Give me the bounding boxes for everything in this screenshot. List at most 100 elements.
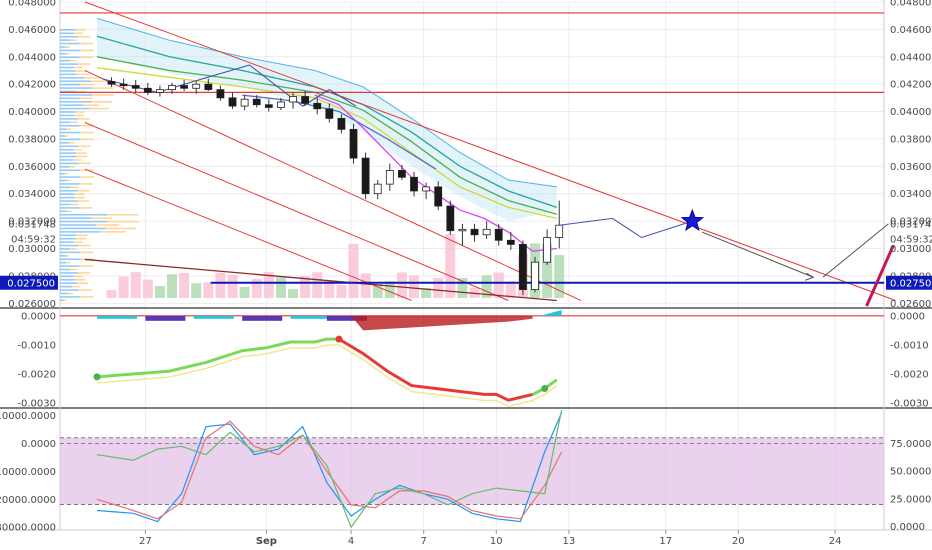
volume-bar bbox=[493, 272, 504, 298]
volume-profile-bar bbox=[60, 189, 78, 192]
volume-profile-bar bbox=[89, 107, 109, 110]
volume-profile-bar bbox=[60, 100, 92, 103]
trend-channel-line bbox=[84, 122, 509, 301]
volume-profile-bar bbox=[60, 237, 76, 240]
countdown-label: 04:59:32 bbox=[11, 235, 56, 246]
stoch-tick-right: 0.0000 bbox=[890, 522, 925, 533]
candle-body bbox=[482, 228, 491, 236]
volume-profile-bar bbox=[60, 234, 77, 237]
volume-profile-bar bbox=[60, 104, 84, 106]
osc-tick-right: 0.0000 bbox=[890, 311, 925, 322]
volume-profile-bar bbox=[68, 166, 75, 168]
signal-dot bbox=[335, 335, 343, 343]
volume-bar bbox=[312, 272, 323, 298]
signal-line bbox=[96, 344, 558, 407]
volume-profile-bar bbox=[79, 42, 94, 45]
volume-profile-bar bbox=[80, 131, 94, 134]
last-price-label: 0.031748 bbox=[890, 220, 932, 231]
volume-profile-bar bbox=[80, 296, 94, 298]
volume-profile-bar bbox=[77, 118, 90, 120]
volume-bar bbox=[130, 272, 141, 298]
volume-profile-bar bbox=[60, 162, 79, 165]
support-badge-label: 0.027500 bbox=[890, 279, 932, 290]
x-tick-label: 17 bbox=[659, 536, 672, 547]
volume-bar bbox=[118, 276, 129, 298]
volume-bar bbox=[324, 280, 335, 298]
y-tick-right: 0.048000 bbox=[890, 0, 932, 9]
volume-bar bbox=[191, 283, 202, 298]
volume-profile-bar bbox=[60, 217, 92, 219]
volume-profile-bar bbox=[60, 131, 81, 134]
y-tick-left: 0.036000 bbox=[8, 162, 56, 173]
volume-profile-bar bbox=[60, 166, 69, 168]
volume-profile-bar bbox=[78, 162, 92, 165]
overbought-oversold-band bbox=[60, 437, 884, 505]
volume-profile-bar bbox=[60, 159, 73, 161]
candle-body bbox=[107, 81, 116, 85]
candle-body bbox=[168, 85, 176, 91]
volume-profile-bar bbox=[60, 275, 74, 278]
candle-body bbox=[143, 87, 152, 93]
oscillator-line-falling bbox=[338, 337, 533, 402]
candle-body bbox=[313, 102, 322, 110]
volume-profile-bar bbox=[70, 186, 79, 189]
countdown-label: 04:59:32 bbox=[890, 235, 932, 246]
stoch-tick-left: -10000.0000 bbox=[0, 467, 56, 478]
osc-tick-left: -0.0020 bbox=[17, 370, 56, 381]
volume-profile-bar bbox=[60, 94, 93, 96]
volume-bar bbox=[336, 284, 347, 298]
volume-profile-bar bbox=[64, 172, 68, 175]
volume-profile-bar bbox=[70, 268, 78, 271]
y-tick-right: 0.042000 bbox=[890, 80, 932, 91]
volume-bar bbox=[396, 272, 407, 298]
volume-profile-bar bbox=[67, 210, 73, 213]
volume-profile-bar bbox=[83, 104, 100, 106]
candle-body bbox=[446, 205, 455, 232]
volume-profile-bar bbox=[70, 121, 78, 124]
support-badge-right bbox=[886, 275, 932, 290]
volume-profile-bar bbox=[60, 255, 66, 257]
projection-arrow bbox=[822, 223, 889, 278]
volume-profile-bar bbox=[60, 148, 74, 151]
signal-dot bbox=[93, 373, 101, 381]
histogram-area bbox=[539, 310, 562, 316]
volume-profile-bar bbox=[75, 111, 86, 113]
candle-body bbox=[373, 183, 382, 195]
candle-body bbox=[204, 83, 213, 91]
volume-profile-bar bbox=[60, 90, 77, 93]
volume-profile-bar bbox=[60, 203, 72, 206]
volume-profile-bar bbox=[79, 207, 93, 209]
volume-profile-bar bbox=[76, 234, 88, 237]
y-tick-left: 0.038000 bbox=[8, 134, 56, 145]
candle-body bbox=[131, 85, 140, 89]
candle-body bbox=[216, 89, 225, 99]
volume-profile-bar bbox=[79, 251, 94, 254]
stochastic-line bbox=[96, 412, 563, 523]
volume-profile-bar bbox=[71, 203, 79, 206]
stochastic-line bbox=[96, 420, 563, 520]
cloud-upper-line bbox=[96, 17, 557, 188]
volume-profile-bar bbox=[95, 224, 120, 226]
volume-profile-bar bbox=[60, 97, 80, 100]
volume-profile-bar bbox=[60, 196, 75, 199]
volume-profile-bar bbox=[71, 285, 80, 288]
candle-body bbox=[494, 228, 503, 241]
volume-profile-bar bbox=[60, 179, 67, 182]
volume-profile-bar bbox=[60, 186, 71, 189]
candle-body bbox=[180, 85, 189, 89]
volume-profile-bar bbox=[65, 46, 70, 48]
histogram-bar bbox=[193, 315, 234, 319]
volume-profile-bar bbox=[60, 63, 79, 65]
volume-profile-bar bbox=[60, 32, 74, 35]
y-tick-left: 0.030000 bbox=[8, 244, 56, 255]
volume-bar bbox=[154, 285, 165, 298]
volume-bar bbox=[167, 274, 178, 298]
candle-body bbox=[543, 237, 552, 263]
trend-channel-line bbox=[84, 258, 557, 302]
moving-average-line bbox=[242, 94, 437, 170]
target-star-icon bbox=[680, 208, 705, 232]
y-tick-right: 0.032000 bbox=[890, 217, 932, 228]
candle-body bbox=[228, 97, 237, 107]
